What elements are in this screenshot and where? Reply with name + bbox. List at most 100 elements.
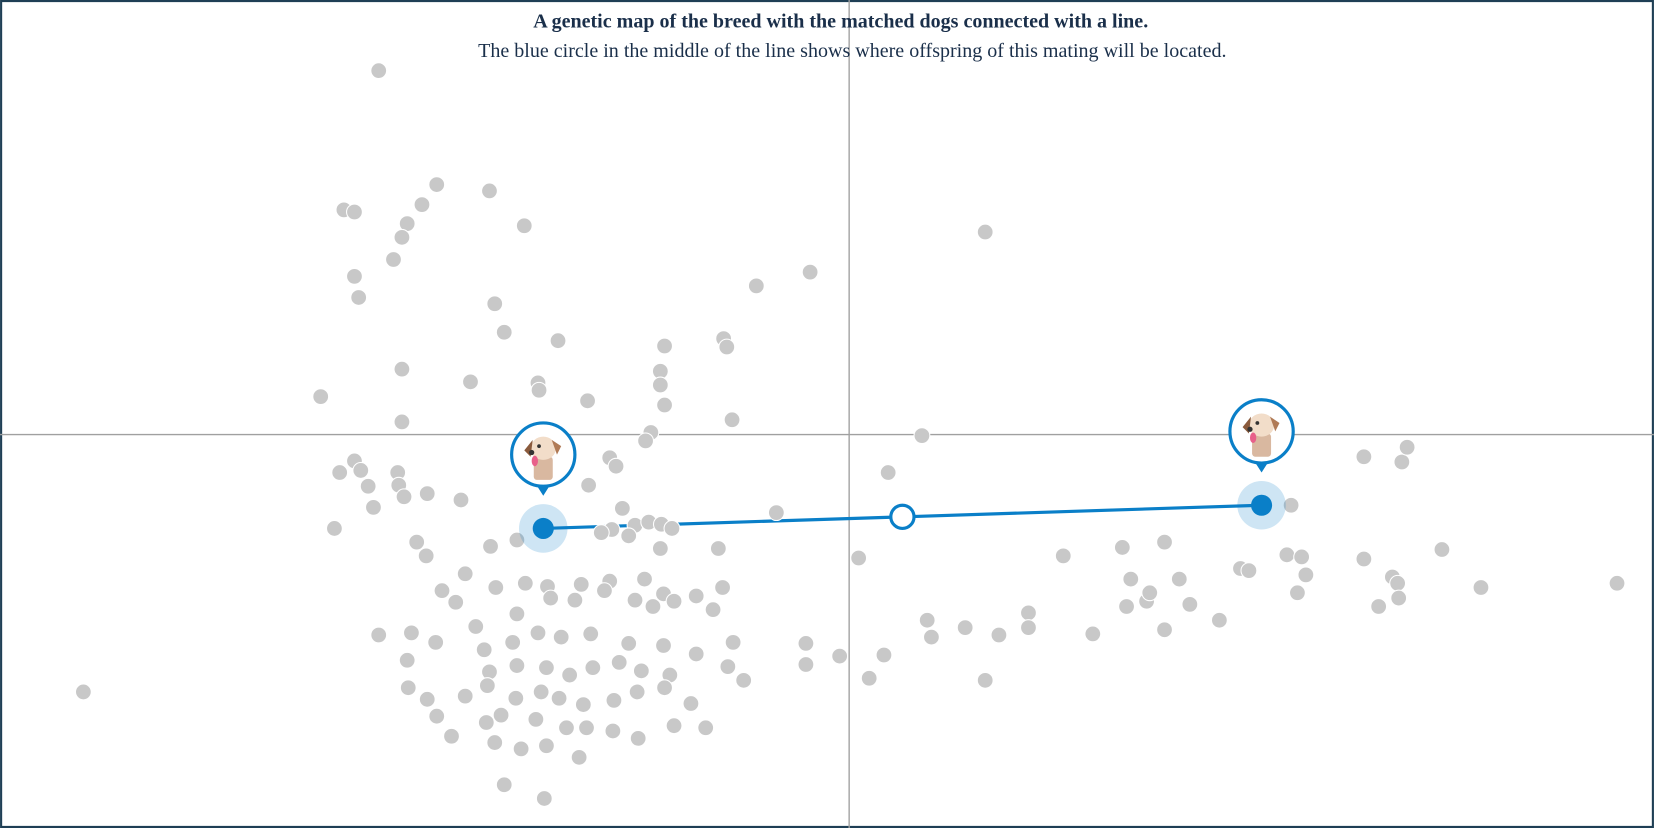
dog-point <box>512 740 530 758</box>
dog-point <box>325 520 343 537</box>
dog-point <box>475 641 493 659</box>
dog-point <box>1297 566 1315 584</box>
dog-point <box>875 646 893 664</box>
dog-icon <box>531 455 538 467</box>
dog-point <box>607 457 625 475</box>
dog-point <box>605 691 623 709</box>
dog-point <box>537 737 555 755</box>
dog-point <box>482 537 499 555</box>
dog-point <box>655 637 672 654</box>
dog-point <box>579 392 597 410</box>
dog-point <box>456 565 474 583</box>
dog-point <box>656 396 674 414</box>
dog-point <box>477 714 495 731</box>
dog-point <box>530 381 548 399</box>
dog-point <box>549 332 567 350</box>
dog-icon <box>530 436 556 460</box>
dog-point <box>628 683 646 701</box>
dog-point <box>1084 625 1102 643</box>
dog-point <box>704 601 722 619</box>
dog-point <box>1118 598 1135 615</box>
dog-point <box>1113 538 1131 556</box>
dog-point <box>724 633 742 651</box>
dog-point <box>462 373 479 391</box>
dog-point <box>481 663 498 681</box>
dog-point <box>1370 598 1388 615</box>
dog-point <box>433 582 451 600</box>
dog-point <box>385 251 402 268</box>
dog-point <box>417 547 435 565</box>
dog-point <box>1278 546 1296 564</box>
dog-point <box>1433 541 1451 558</box>
dog-point <box>1293 548 1311 566</box>
dog-point <box>1389 574 1407 592</box>
dog-point <box>613 499 631 517</box>
dog-point <box>797 634 815 652</box>
dog-point <box>879 464 897 481</box>
dog-point <box>918 611 936 629</box>
dog-point <box>537 659 555 677</box>
dog-point <box>529 624 547 642</box>
dog-point <box>359 477 377 495</box>
dog-point <box>990 626 1008 644</box>
dog-point <box>913 427 931 445</box>
dog-point <box>570 748 588 766</box>
dog-point <box>632 662 650 680</box>
dog-point <box>527 710 545 728</box>
dog-point <box>797 656 815 673</box>
dog-point <box>1020 619 1037 637</box>
dog-point <box>620 527 638 545</box>
dog-point <box>665 592 683 610</box>
dog-point <box>1393 453 1411 471</box>
dog-point <box>1141 584 1159 602</box>
dog-point <box>956 619 974 637</box>
dog-point <box>714 579 732 596</box>
dog-point <box>402 624 420 642</box>
dog-point <box>584 659 602 677</box>
dog-point <box>418 690 436 708</box>
dog-point <box>578 719 595 737</box>
dog-point <box>508 605 526 623</box>
dog-icon <box>529 449 535 456</box>
dog-point <box>393 228 411 246</box>
dog-point <box>1355 550 1373 568</box>
dog-point <box>636 570 653 588</box>
dog-point <box>312 388 330 406</box>
dog-point <box>687 587 705 605</box>
dog-point <box>408 533 426 551</box>
dog-point <box>566 591 584 609</box>
dog-point <box>561 666 579 684</box>
dog-point <box>697 719 715 737</box>
dog-point <box>395 488 413 506</box>
dog-point <box>580 476 598 494</box>
dog-point <box>1181 595 1199 613</box>
dog-point <box>467 618 485 635</box>
dog-point <box>370 626 388 644</box>
dog-point <box>651 540 669 557</box>
dog-point <box>1240 562 1258 580</box>
dog-point <box>413 196 431 214</box>
dog-point <box>515 217 533 235</box>
dog-point <box>1122 570 1140 588</box>
dog-point <box>572 575 590 593</box>
dog-icon <box>1248 413 1275 437</box>
dog-point <box>516 574 534 592</box>
dog-point <box>620 634 638 652</box>
dog-point <box>723 411 741 429</box>
dog-point <box>508 531 526 549</box>
dog-point <box>767 504 785 522</box>
dog-point <box>398 651 416 669</box>
dog-point <box>709 540 727 557</box>
dog-point <box>651 376 669 394</box>
dog-point <box>535 790 553 807</box>
dog-point <box>682 695 700 712</box>
dog-point <box>629 729 647 747</box>
dog-point <box>393 360 411 378</box>
matched-dog <box>532 517 554 539</box>
dog-point <box>393 413 411 431</box>
dog-point <box>976 671 994 689</box>
dog-point <box>976 223 994 241</box>
dog-point <box>486 734 504 752</box>
dog-point <box>428 176 446 194</box>
